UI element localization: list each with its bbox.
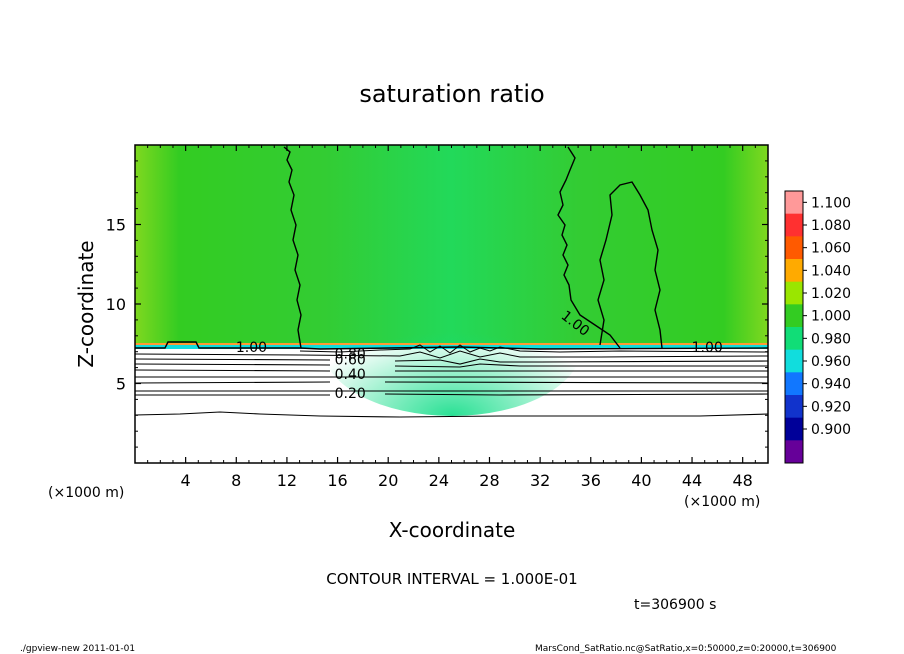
- x-axis-ticks: 4 8 12 16 20 24 28 32 36 40 44 48: [147, 145, 756, 490]
- contour-1.00-right-a: [557, 146, 621, 349]
- x-tick-label: 44: [682, 471, 702, 490]
- colorbar-swatch: [785, 236, 803, 260]
- contour-1.00-right-b: [597, 181, 663, 349]
- y-tick-label: 15: [106, 216, 126, 235]
- colorbar-swatch: [785, 304, 803, 328]
- y-axis-ticks: 5 10 15: [106, 160, 768, 448]
- x-tick-label: 48: [733, 471, 753, 490]
- x-tick-label: 36: [581, 471, 601, 490]
- colorbar-swatch: [785, 259, 803, 283]
- z-unit-label: (×1000 m): [48, 485, 124, 501]
- y-axis-label: Z-coordinate: [74, 240, 98, 367]
- contour-0.20: [135, 393, 769, 396]
- footer-left: ./gpview-new 2011-01-01: [20, 644, 135, 654]
- chart-title: saturation ratio: [359, 80, 544, 108]
- y-tick-label: 5: [116, 375, 126, 394]
- contour-label: 1.00: [692, 340, 723, 356]
- colorbar-swatch: [785, 372, 803, 396]
- colorbar-swatch: [785, 440, 803, 464]
- contour-label: 0.20: [335, 386, 366, 402]
- contour-0.70: [134, 363, 768, 368]
- x-unit-label: (×1000 m): [684, 494, 760, 510]
- x-tick-label: 20: [378, 471, 398, 490]
- colorbar-level-label: 0.980: [811, 331, 851, 347]
- x-tick-label: 24: [429, 471, 449, 490]
- x-tick-label: 40: [631, 471, 651, 490]
- plot-area: 1.00 1.001.000.800.600.400.20: [134, 144, 769, 464]
- x-tick-label: 32: [530, 471, 550, 490]
- colorbar-level-label: 1.100: [811, 195, 851, 211]
- time-stamp: t=306900 s: [634, 597, 716, 613]
- contour-wavy-2: [134, 350, 769, 359]
- x-tick-label: 8: [231, 471, 241, 490]
- colorbar-swatch: [785, 395, 803, 419]
- contour-interval-text: CONTOUR INTERVAL = 1.000E-01: [326, 570, 577, 588]
- colorbar-level-label: 1.000: [811, 309, 851, 325]
- colorbar-swatch: [785, 281, 803, 305]
- footer-right: MarsCond_SatRatio.nc@SatRatio,x=0:50000,…: [535, 644, 837, 654]
- contour-0.80: [134, 358, 769, 365]
- contour-0.40: [134, 381, 769, 384]
- colorbar-level-label: 0.900: [811, 422, 851, 438]
- contour-label: 1.00: [236, 340, 267, 356]
- contour-0.10: [134, 411, 769, 418]
- colorbar-swatch: [785, 191, 803, 215]
- x-tick-label: 4: [181, 471, 191, 490]
- colorbar-level-label: 0.920: [811, 399, 851, 415]
- colorbar-level-label: 0.940: [811, 377, 851, 393]
- x-tick-label: 28: [479, 471, 499, 490]
- x-axis-label: X-coordinate: [389, 518, 516, 542]
- contour-label: 0.40: [335, 367, 366, 383]
- contour-wavy-1: [299, 344, 769, 354]
- contour-0.60: [134, 369, 768, 372]
- colorbar-swatch: [785, 213, 803, 237]
- x-tick-label: 16: [327, 471, 347, 490]
- contour-label: 0.60: [335, 353, 366, 369]
- contour-label: 0.80: [335, 346, 366, 362]
- colorbar-frame: [784, 190, 804, 464]
- colorbar-swatch: [785, 349, 803, 373]
- colorbar-level-label: 0.960: [811, 354, 851, 370]
- contour-1.00-base: [135, 341, 769, 350]
- colorbar-level-label: 1.060: [811, 241, 851, 257]
- colorbar-level-label: 1.020: [811, 286, 851, 302]
- colorbar-level-label: 1.040: [811, 263, 851, 279]
- colorbar-swatch: [785, 327, 803, 351]
- x-tick-label: 12: [277, 471, 297, 490]
- contour-1.00-left: [283, 146, 302, 349]
- colorbar-level-label: 1.080: [811, 218, 851, 234]
- colorbar-swatch: [785, 417, 803, 441]
- y-tick-label: 10: [106, 295, 126, 314]
- supersaturation-band: [135, 343, 768, 345]
- colorbar: 1.100 1.080 1.060 1.040 1.020 1.000 0.980 0.960…: [784, 190, 851, 464]
